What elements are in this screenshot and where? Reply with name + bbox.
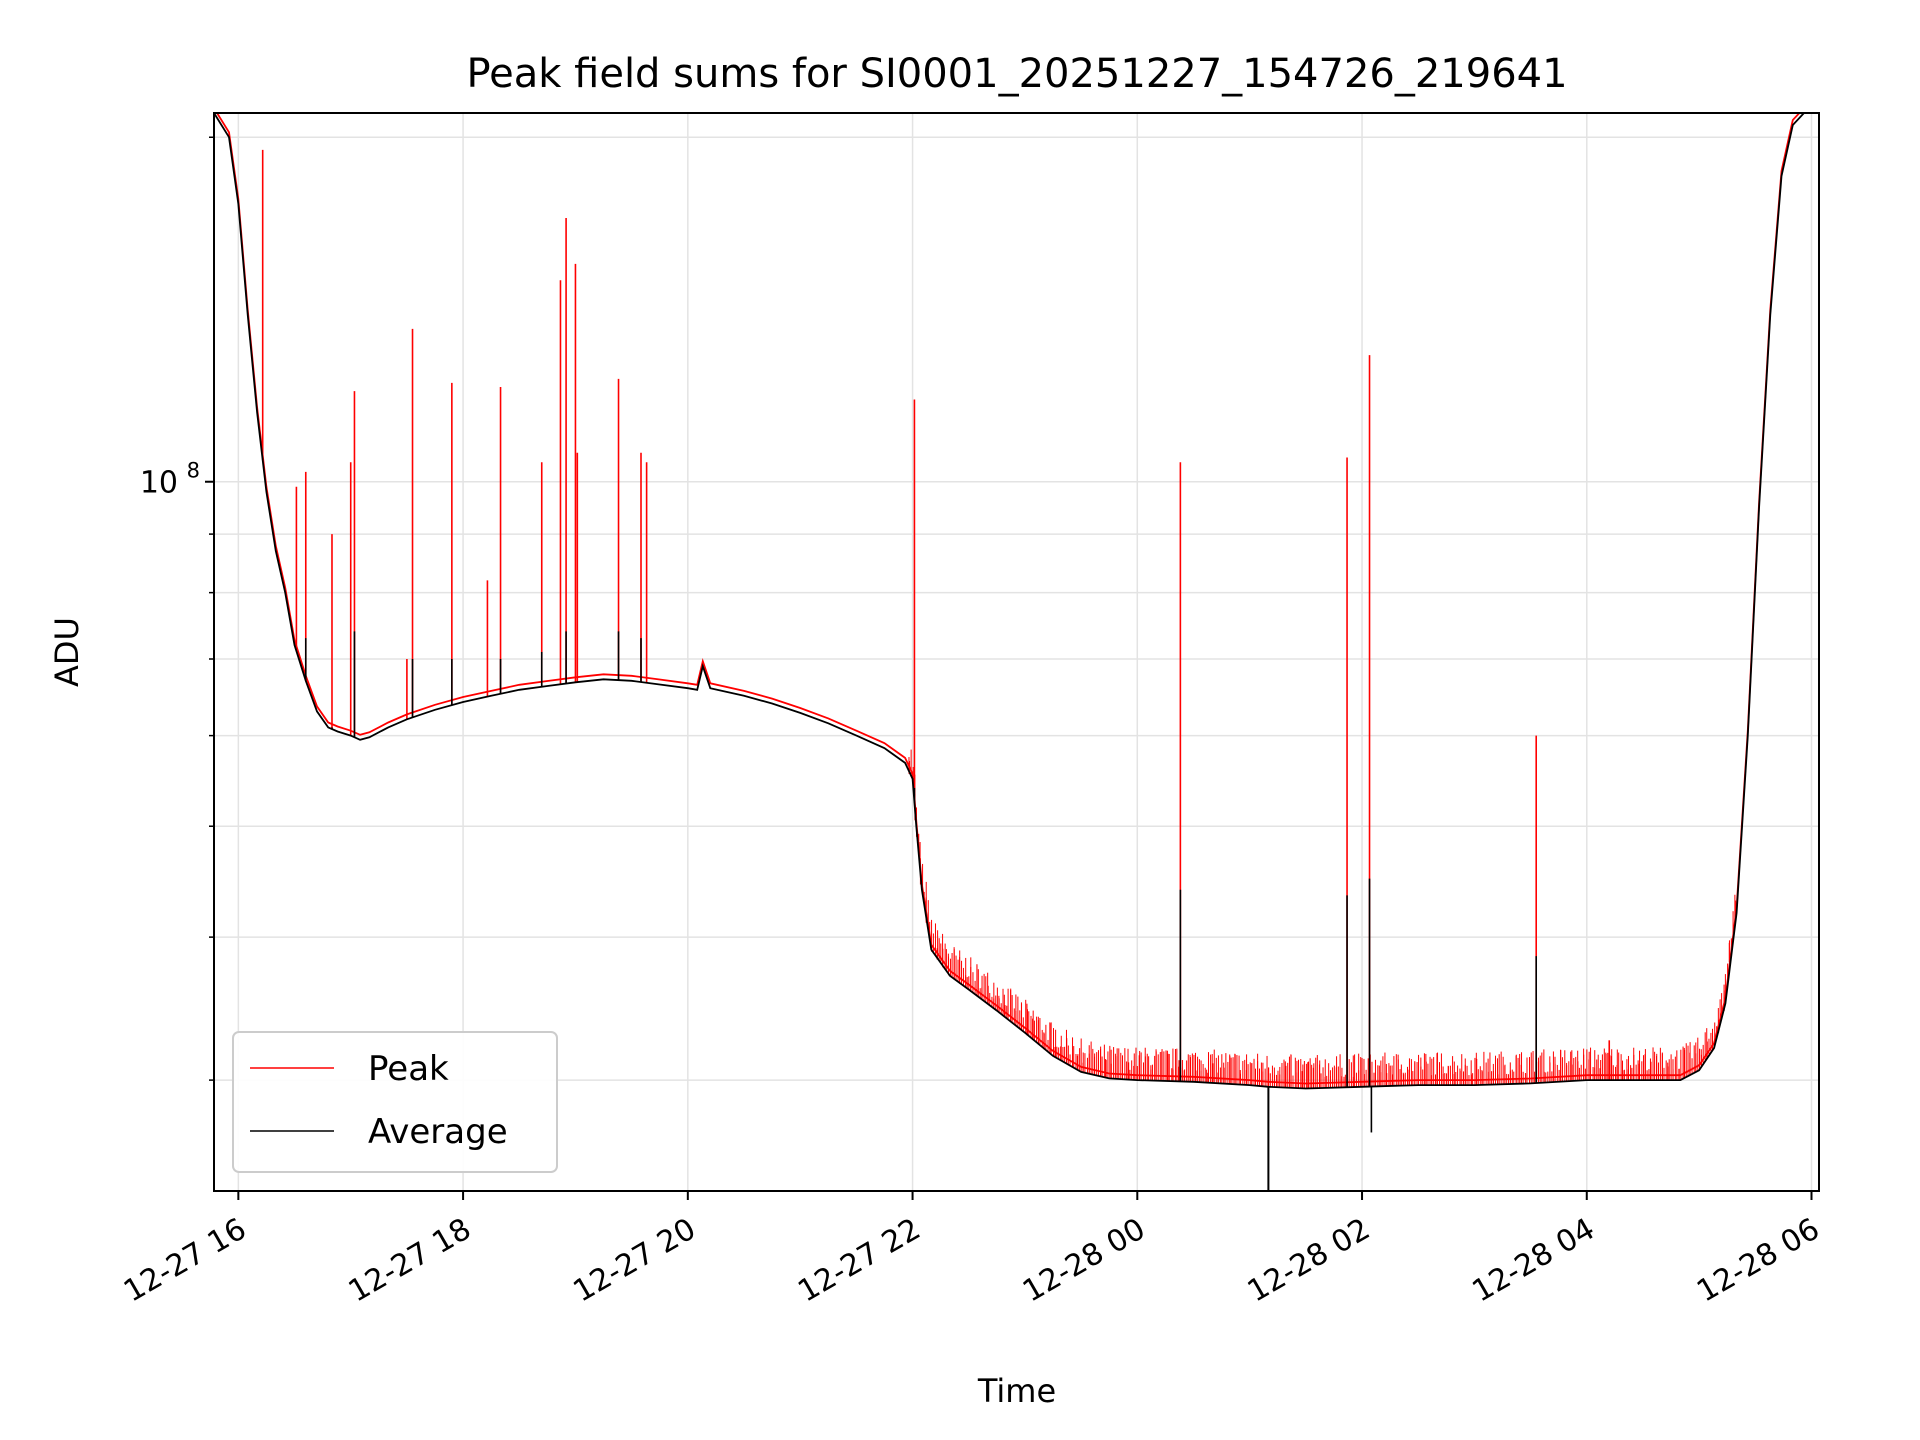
x-tick-label: 12-27 18 bbox=[343, 1212, 477, 1310]
legend: Peak Average bbox=[232, 1031, 558, 1173]
x-tick-label: 12-28 04 bbox=[1466, 1212, 1600, 1310]
chart-title: Peak field sums for SI0001_20251227_1547… bbox=[466, 51, 1567, 97]
y-tick-exponent: 8 bbox=[187, 459, 200, 483]
x-tick-label: 12-27 16 bbox=[118, 1212, 252, 1310]
average-line bbox=[214, 113, 1819, 1090]
legend-box bbox=[232, 1031, 558, 1173]
x-tick-label: 12-28 02 bbox=[1242, 1212, 1376, 1310]
legend-label-average: Average bbox=[368, 1112, 508, 1152]
y-axis-ticks: 10 8 bbox=[140, 136, 214, 1081]
plot-frame bbox=[213, 112, 1820, 1192]
x-tick-label: 12-27 22 bbox=[792, 1212, 926, 1310]
legend-label-peak: Peak bbox=[368, 1049, 449, 1089]
x-tick-label: 12-27 20 bbox=[568, 1212, 702, 1310]
series-layer bbox=[214, 113, 1819, 1191]
y-tick-label: 10 bbox=[140, 466, 178, 501]
x-axis-ticks: 12-27 16 12-27 18 12-27 20 12-27 22 12-28 00… bbox=[118, 1191, 1826, 1310]
grid bbox=[214, 113, 1819, 1191]
peak-noise bbox=[908, 749, 1736, 1089]
y-axis-label: ADU bbox=[48, 617, 86, 687]
x-axis-label: Time bbox=[977, 1372, 1056, 1410]
x-tick-label: 12-28 06 bbox=[1691, 1212, 1825, 1310]
x-tick-label: 12-28 00 bbox=[1017, 1212, 1151, 1310]
